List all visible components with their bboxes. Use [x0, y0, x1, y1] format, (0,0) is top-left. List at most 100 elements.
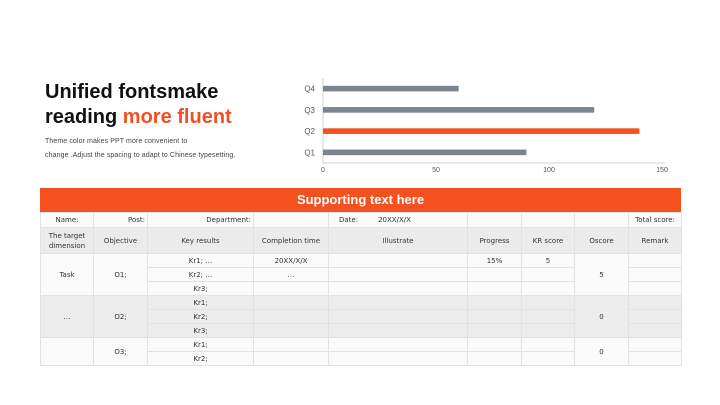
- blank-cell[interactable]: [521, 212, 575, 228]
- kr-score-cell[interactable]: 5: [521, 253, 575, 268]
- subtitle-line-1: Theme color makes PPT more convenient to: [45, 138, 188, 145]
- key-result-cell[interactable]: Kr2;: [147, 351, 254, 366]
- illustrate-cell[interactable]: [328, 337, 468, 352]
- key-result-cell[interactable]: Kr2; …: [147, 267, 254, 282]
- progress-cell[interactable]: [467, 281, 522, 296]
- title-line-1: Unified fontsmake: [45, 81, 219, 103]
- column-header: Progress: [467, 227, 522, 254]
- page-title: Unified fontsmake reading more fluent: [45, 80, 232, 130]
- column-header: Oscore: [574, 227, 629, 254]
- progress-cell[interactable]: [467, 267, 522, 282]
- kr-score-cell[interactable]: [521, 323, 575, 338]
- remark-cell[interactable]: [628, 281, 682, 296]
- dimension-cell[interactable]: [40, 337, 94, 366]
- bar-q1: [323, 149, 527, 156]
- total-score-label[interactable]: Total score:: [628, 212, 682, 228]
- date-label: Date:: [339, 216, 359, 224]
- objective-cell[interactable]: O2;: [93, 295, 148, 338]
- remark-cell[interactable]: [628, 351, 682, 366]
- completion-time-cell[interactable]: [253, 281, 329, 296]
- illustrate-cell[interactable]: [328, 281, 468, 296]
- key-result-cell[interactable]: Kr1; …: [147, 253, 254, 268]
- completion-time-cell[interactable]: [253, 351, 329, 366]
- remark-cell[interactable]: [628, 267, 682, 282]
- remark-cell[interactable]: [628, 253, 682, 268]
- remark-cell[interactable]: [628, 295, 682, 310]
- column-header: The target dimension: [40, 227, 94, 254]
- x-tick-label: 50: [432, 167, 440, 174]
- x-tick-label: 100: [543, 167, 555, 174]
- illustrate-cell[interactable]: [328, 351, 468, 366]
- completion-time-cell[interactable]: …: [253, 267, 329, 282]
- illustrate-cell[interactable]: [328, 295, 468, 310]
- bar-chart: Q1 Q2 Q3 Q4 0 50 100 150: [304, 78, 668, 174]
- progress-cell[interactable]: [467, 351, 522, 366]
- completion-time-cell[interactable]: [253, 295, 329, 310]
- blank-cell[interactable]: [467, 212, 522, 228]
- table-banner: Supporting text here: [40, 188, 681, 212]
- progress-cell[interactable]: 15%: [467, 253, 522, 268]
- kr-score-cell[interactable]: [521, 309, 575, 324]
- title-accent: more fluent: [122, 106, 232, 128]
- kr-score-cell[interactable]: [521, 337, 575, 352]
- kr-score-cell[interactable]: [521, 295, 575, 310]
- table-row: Kr2; ……: [41, 267, 682, 282]
- key-result-cell[interactable]: Kr3;: [147, 323, 254, 338]
- key-result-cell[interactable]: Kr3;: [147, 281, 254, 296]
- kr-score-cell[interactable]: [521, 281, 575, 296]
- post-label[interactable]: Post:: [93, 212, 148, 228]
- completion-time-cell[interactable]: 20XX/X/X: [253, 253, 329, 268]
- column-header: KR score: [521, 227, 575, 254]
- progress-cell[interactable]: [467, 295, 522, 310]
- table-row: … O2; Kr1; 0: [40, 295, 682, 338]
- date-value: 20XX/X/X: [378, 216, 411, 224]
- column-header: Illustrate: [328, 227, 468, 254]
- objective-cell[interactable]: O1;: [93, 253, 148, 296]
- info-row: Name: Post: Department: Date: 20XX/X/X To…: [40, 212, 682, 228]
- bar-q4: [323, 85, 459, 92]
- remark-cell[interactable]: [628, 309, 682, 324]
- illustrate-cell[interactable]: [328, 323, 468, 338]
- column-header: Completion time: [253, 227, 329, 254]
- x-tick-label: 0: [321, 167, 325, 174]
- subtitle-line-2: change .Adjust the spacing to adapt to C…: [45, 152, 236, 159]
- oscore-cell[interactable]: 0: [574, 337, 629, 366]
- progress-cell[interactable]: [467, 309, 522, 324]
- key-result-cell[interactable]: Kr1;: [147, 337, 254, 352]
- illustrate-cell[interactable]: [328, 253, 468, 268]
- remark-cell[interactable]: [628, 323, 682, 338]
- title-line-2: reading more fluent: [45, 105, 232, 130]
- y-tick-label: Q1: [304, 148, 315, 157]
- oscore-cell[interactable]: 5: [574, 253, 629, 296]
- y-tick-label: Q2: [304, 127, 315, 136]
- column-header: Remark: [628, 227, 682, 254]
- objective-cell[interactable]: O3;: [93, 337, 148, 366]
- okr-table: Name: Post: Department: Date: 20XX/X/X To…: [40, 212, 682, 366]
- date-cell[interactable]: Date: 20XX/X/X: [328, 212, 468, 228]
- bar-q3: [323, 107, 595, 113]
- remark-cell[interactable]: [628, 337, 682, 352]
- key-result-cell[interactable]: Kr2;: [147, 309, 254, 324]
- blank-cell[interactable]: [574, 212, 629, 228]
- progress-cell[interactable]: [467, 337, 522, 352]
- kr-score-cell[interactable]: [521, 267, 575, 282]
- oscore-cell[interactable]: 0: [574, 295, 629, 338]
- completion-time-cell[interactable]: [253, 309, 329, 324]
- completion-time-cell[interactable]: [253, 337, 329, 352]
- illustrate-cell[interactable]: [328, 309, 468, 324]
- name-label[interactable]: Name:: [40, 212, 94, 228]
- table-row: Kr2;: [41, 351, 682, 366]
- dimension-cell[interactable]: …: [40, 295, 94, 338]
- y-tick-label: Q4: [304, 85, 315, 94]
- department-value[interactable]: [253, 212, 329, 228]
- table-row: Task O1; Kr1; … 20XX/X/X 15% 5 5: [40, 253, 682, 296]
- department-label[interactable]: Department:: [147, 212, 254, 228]
- progress-cell[interactable]: [467, 323, 522, 338]
- illustrate-cell[interactable]: [328, 267, 468, 282]
- completion-time-cell[interactable]: [253, 323, 329, 338]
- kr-score-cell[interactable]: [521, 351, 575, 366]
- key-result-cell[interactable]: Kr1;: [147, 295, 254, 310]
- table-row: O3; Kr1; 0: [40, 337, 682, 366]
- y-tick-label: Q3: [304, 106, 315, 115]
- dimension-cell[interactable]: Task: [40, 253, 94, 296]
